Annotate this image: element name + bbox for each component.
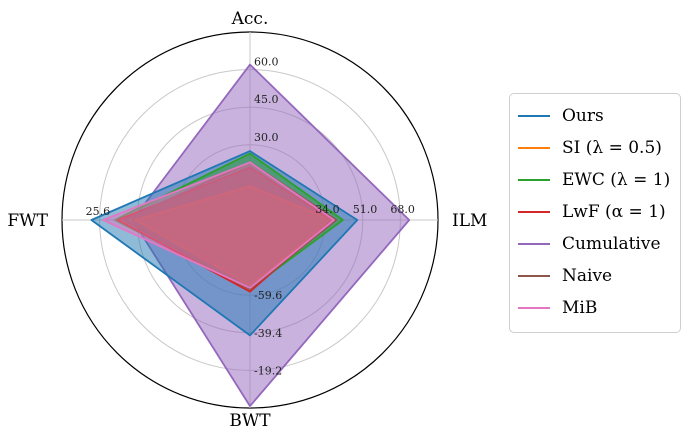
legend-item: EWC (λ = 1)	[518, 164, 672, 196]
legend: Ours SI (λ = 0.5) EWC (λ = 1) LwF (α = 1) Cu…	[509, 93, 681, 333]
series-mib	[102, 161, 335, 289]
tick-label: 68.0	[390, 203, 415, 216]
legend-label: EWC (λ = 1)	[562, 170, 671, 190]
radar-chart: 30.0 45.0 60.0 34.0 51.0 68.0 -59.6 -39.4 -19.2 2…	[7, 9, 487, 431]
legend-swatch	[518, 275, 550, 277]
radar-tick-labels: 30.0 45.0 60.0 34.0 51.0 68.0 -59.6 -39.4 -19.2 2…	[86, 56, 415, 378]
tick-label: -19.2	[254, 364, 282, 377]
legend-label: Ours	[562, 106, 604, 126]
legend-item: LwF (α = 1)	[518, 196, 672, 228]
axis-title-1: Acc.	[231, 9, 269, 29]
tick-label: -59.6	[254, 289, 282, 302]
legend-label: Cumulative	[562, 234, 661, 254]
legend-swatch	[518, 211, 550, 213]
tick-label: 30.0	[254, 131, 279, 144]
legend-item: Naive	[518, 260, 672, 292]
legend-label: MiB	[562, 298, 598, 318]
radar-axis-titles: Acc. ILM BWT FWT	[7, 9, 487, 431]
tick-label: 60.0	[254, 56, 279, 69]
axis-title-3: BWT	[229, 411, 271, 431]
legend-label: Naive	[562, 266, 613, 286]
axis-title-2: ILM	[452, 211, 487, 231]
axis-title-4: FWT	[7, 211, 48, 231]
legend-item: Ours	[518, 100, 672, 132]
radar-series	[90, 63, 411, 408]
tick-label: 34.0	[315, 203, 340, 216]
legend-item: Cumulative	[518, 228, 672, 260]
legend-swatch	[518, 307, 550, 309]
tick-label: 25.6	[86, 205, 111, 218]
legend-label: LwF (α = 1)	[562, 202, 666, 222]
legend-swatch	[518, 147, 550, 149]
legend-swatch	[518, 243, 550, 245]
legend-item: SI (λ = 0.5)	[518, 132, 672, 164]
tick-label: 51.0	[353, 203, 378, 216]
legend-swatch	[518, 115, 550, 117]
tick-label: 45.0	[254, 93, 279, 106]
tick-label: -39.4	[254, 327, 282, 340]
legend-label: SI (λ = 0.5)	[562, 138, 662, 158]
legend-item: MiB	[518, 292, 672, 324]
legend-swatch	[518, 179, 550, 181]
